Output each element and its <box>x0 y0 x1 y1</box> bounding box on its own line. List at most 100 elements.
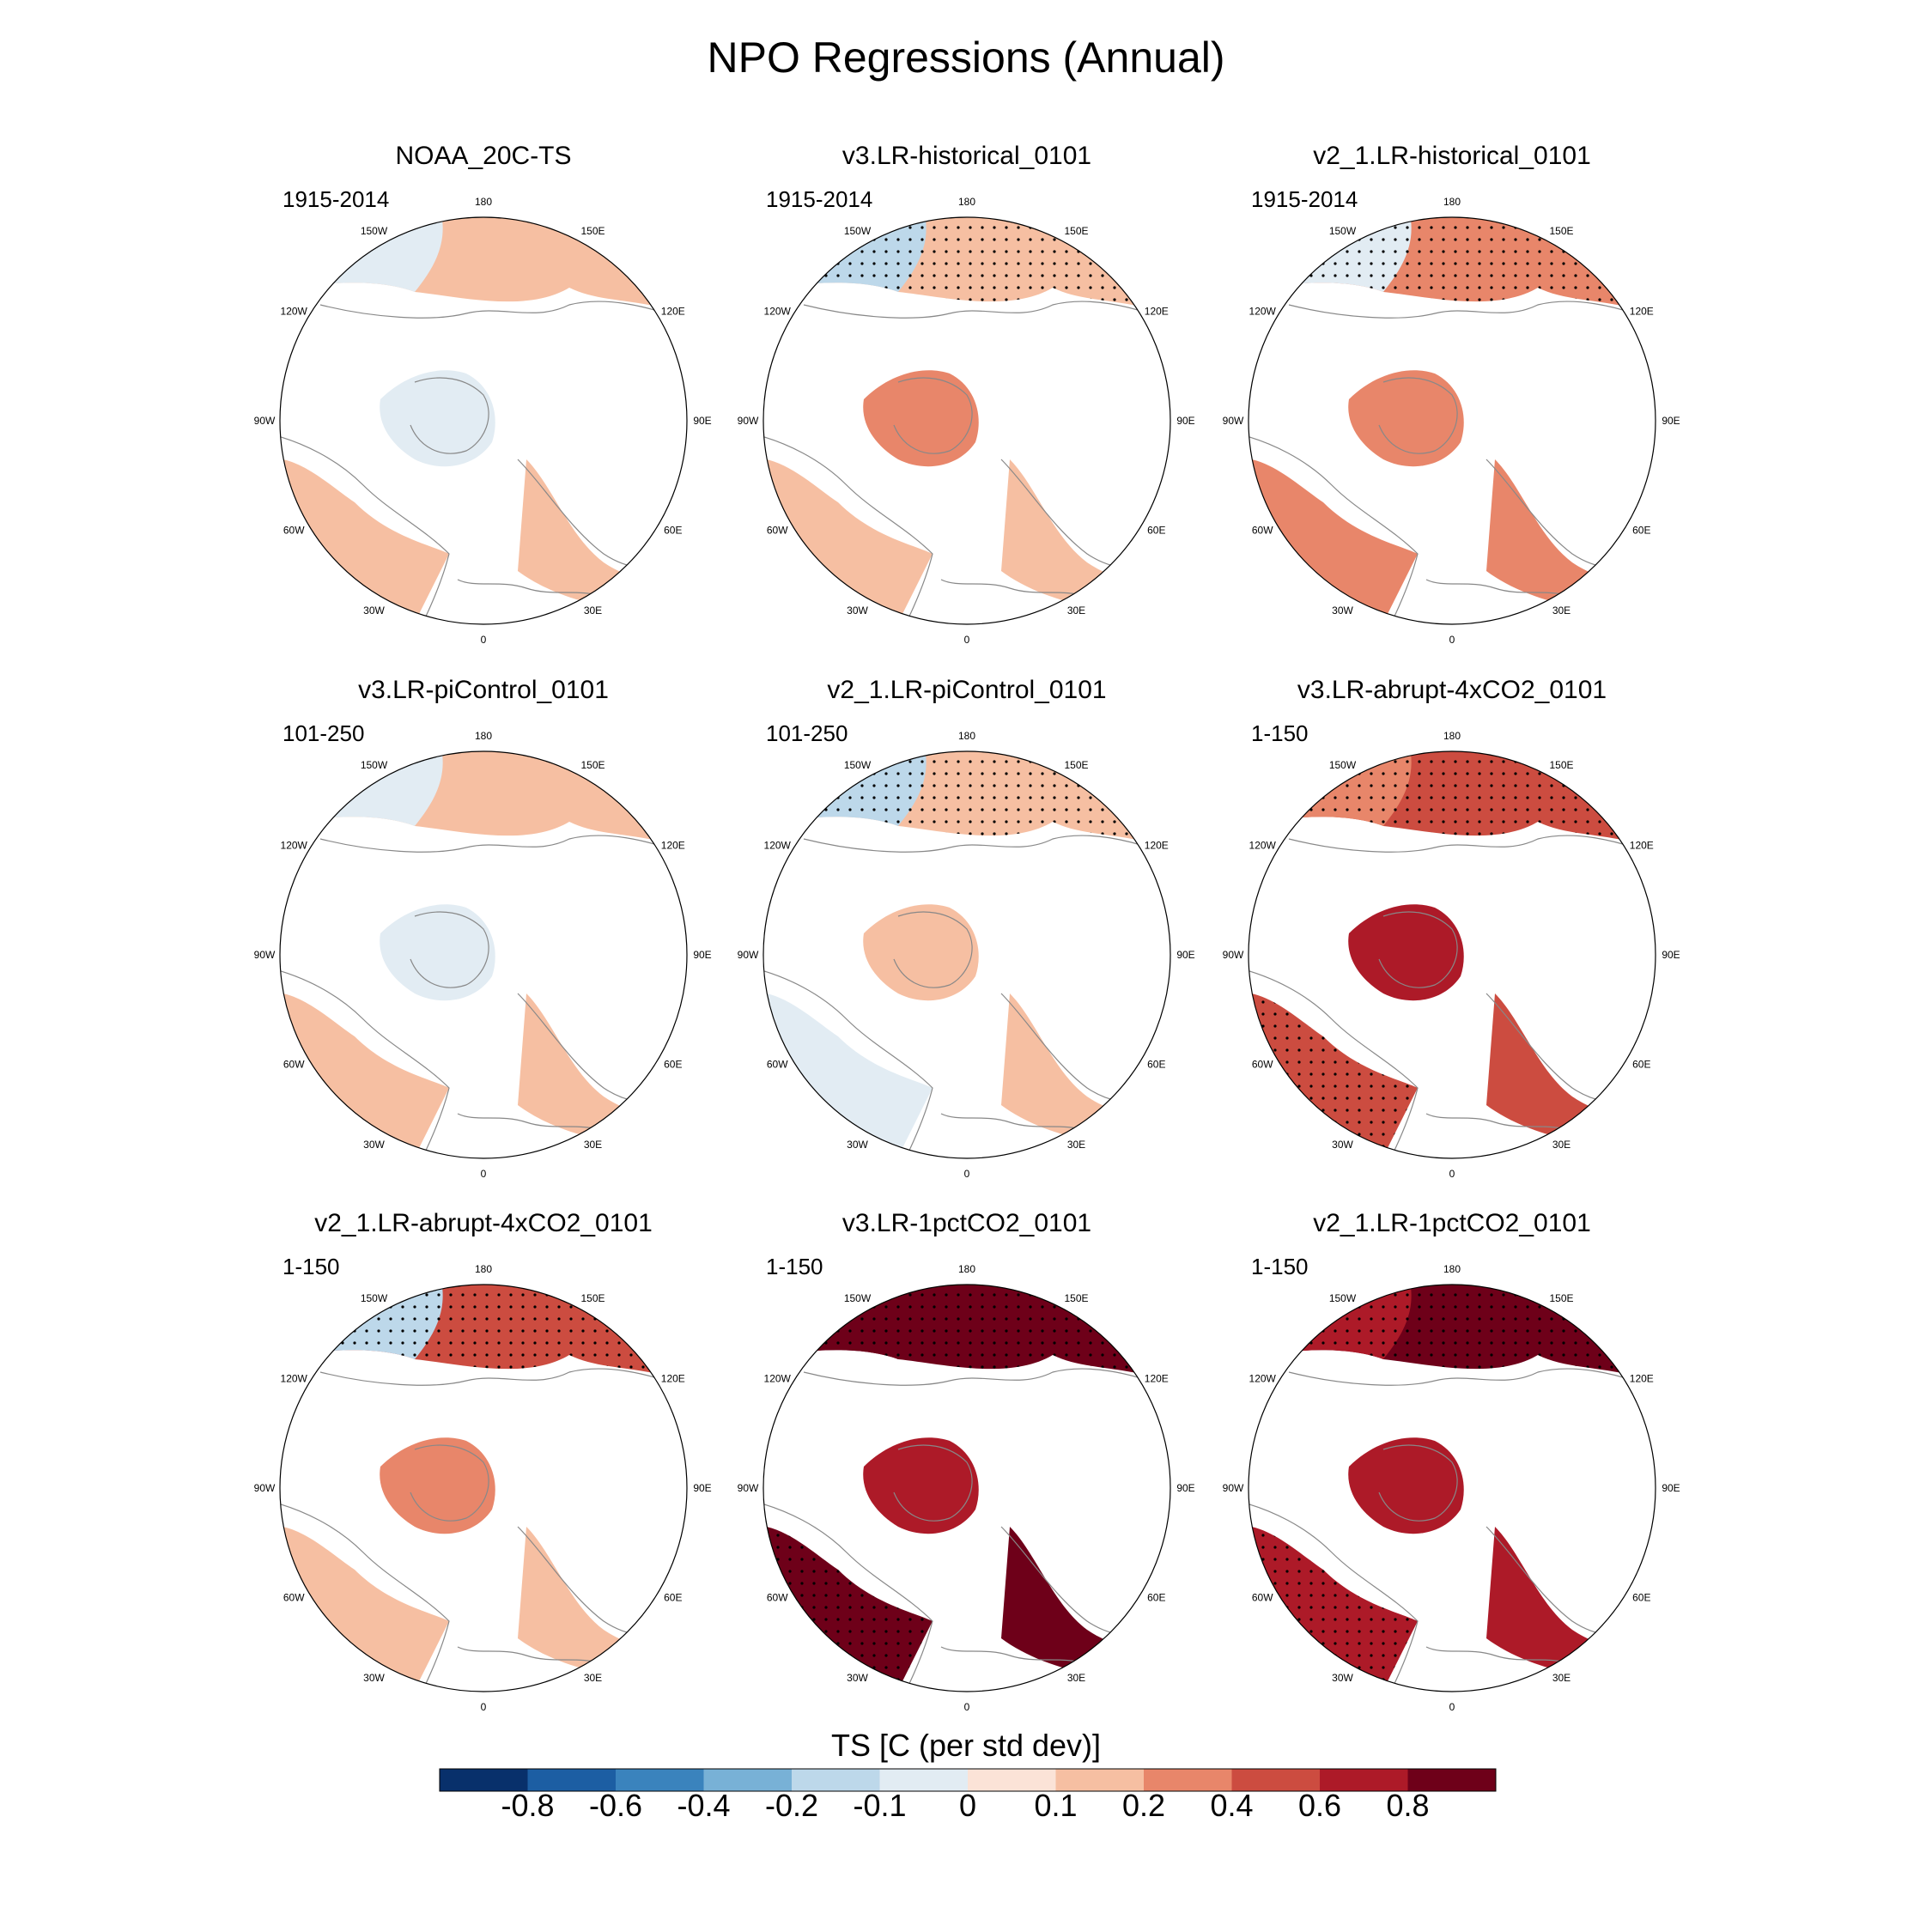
panel-period: 101-250 <box>766 720 848 746</box>
longitude-label: 120W <box>1249 1373 1277 1385</box>
map-outline <box>279 1284 688 1692</box>
longitude-label: 60W <box>1252 1059 1273 1071</box>
arctic-field <box>863 1437 979 1534</box>
longitude-label: 30E <box>1552 605 1571 617</box>
coastline <box>940 1113 1088 1132</box>
coastline <box>1288 835 1656 857</box>
coastline <box>803 301 1170 323</box>
map-panel: v2_1.LR-1pctCO2_0101 180 150E 120E 90E 60E 30E… <box>1212 1209 1692 1741</box>
longitude-label: 60W <box>283 1059 305 1071</box>
coastline <box>763 967 933 1158</box>
coastline <box>893 377 973 454</box>
coastline <box>940 1646 1088 1665</box>
coastline <box>1288 301 1656 323</box>
arctic-field <box>380 904 495 1001</box>
colorbar-tick-label: 0.2 <box>1121 1788 1166 1823</box>
longitude-label: 0 <box>964 1168 970 1180</box>
longitude-label: 60E <box>1147 525 1165 537</box>
colorbar-tick-label: -0.2 <box>764 1788 819 1823</box>
coastline <box>1249 433 1419 624</box>
longitude-label: 0 <box>481 1168 487 1180</box>
map-panel: v3.LR-historical_0101 180 150E 120E 90E 60E 30… <box>726 142 1207 674</box>
arctic-field <box>1348 1437 1464 1534</box>
panel-period: 1-150 <box>283 1254 340 1279</box>
longitude-label: 150E <box>1064 1292 1088 1304</box>
coastline <box>1378 377 1458 454</box>
longitude-label: 60E <box>1632 1592 1650 1604</box>
longitude-label: 0 <box>1449 634 1455 646</box>
longitude-label: 180 <box>958 730 975 742</box>
longitude-label: 120W <box>764 1373 792 1385</box>
eurasia-field <box>1001 459 1139 608</box>
coastline <box>280 967 450 1158</box>
coastline <box>1425 1646 1573 1665</box>
polar-map: 180 150E 120E 90E 60E 30E 0 30W 60W 90W 120W 150W <box>738 730 1195 1180</box>
longitude-label: 90W <box>1223 415 1244 427</box>
longitude-label: 60W <box>767 525 788 537</box>
coastline <box>457 579 605 598</box>
longitude-label: 0 <box>481 1701 487 1713</box>
coastline <box>803 835 1170 857</box>
longitude-label: 0 <box>964 1701 970 1713</box>
longitude-label: 150W <box>844 759 872 771</box>
panel-title: v3.LR-piControl_0101 <box>358 676 609 704</box>
longitude-label: 60W <box>767 1592 788 1604</box>
map-outline <box>762 216 1171 625</box>
eurasia-field <box>518 459 655 608</box>
figure-title: NPO Regressions (Annual) <box>707 33 1225 82</box>
longitude-label: 60E <box>664 1592 682 1604</box>
coastline <box>1288 1368 1656 1390</box>
coastline <box>319 835 687 857</box>
longitude-label: 30E <box>584 1672 602 1684</box>
longitude-label: 150W <box>844 1292 872 1304</box>
longitude-label: 120E <box>661 840 685 852</box>
longitude-label: 120W <box>1249 840 1277 852</box>
longitude-label: 60W <box>767 1059 788 1071</box>
longitude-label: 60W <box>1252 1592 1273 1604</box>
longitude-label: 90W <box>738 949 759 961</box>
polar-map: 180 150E 120E 90E 60E 30E 0 30W 60W 90W 120W 150W <box>254 730 712 1180</box>
coastline <box>1425 579 1573 598</box>
longitude-label: 30W <box>847 1139 868 1151</box>
longitude-label: 90E <box>1662 1482 1680 1494</box>
longitude-label: 30W <box>1332 1672 1353 1684</box>
map-panel: v2_1.LR-abrupt-4xCO2_0101 180 150E 120E 90E 6… <box>243 1209 724 1741</box>
colorbar-tick-label: -0.4 <box>677 1788 731 1823</box>
eurasia-field <box>518 993 655 1142</box>
panel-period: 101-250 <box>283 720 365 746</box>
colorbar-tick-label: -0.1 <box>853 1788 907 1823</box>
longitude-label: 30E <box>1552 1139 1571 1151</box>
coastline <box>763 1500 933 1692</box>
map-panel: v3.LR-piControl_0101 180 150E 120E 90E 60E 30E… <box>243 676 724 1208</box>
eurasia-field <box>518 1527 655 1675</box>
coastline <box>1249 967 1419 1158</box>
longitude-label: 120W <box>764 840 792 852</box>
panel-period: 1-150 <box>766 1254 823 1279</box>
longitude-label: 150W <box>361 1292 388 1304</box>
longitude-label: 0 <box>1449 1168 1455 1180</box>
coastline <box>940 579 1088 598</box>
longitude-label: 90W <box>738 415 759 427</box>
eurasia-field <box>1001 1527 1139 1675</box>
longitude-label: 30E <box>1552 1672 1571 1684</box>
coastline <box>893 1444 973 1522</box>
colorbar-tick-label: 0.1 <box>1034 1788 1078 1823</box>
longitude-label: 90E <box>1662 415 1680 427</box>
longitude-label: 150W <box>1329 1292 1357 1304</box>
longitude-label: 30E <box>584 605 602 617</box>
longitude-label: 0 <box>964 634 970 646</box>
longitude-label: 60W <box>283 525 305 537</box>
longitude-label: 120W <box>281 306 308 318</box>
eurasia-field <box>1001 993 1139 1142</box>
coastline <box>319 1368 687 1390</box>
longitude-label: 90W <box>1223 1482 1244 1494</box>
longitude-label: 60E <box>1147 1059 1165 1071</box>
map-outline <box>1248 1284 1656 1692</box>
map-panel: NOAA_20C-TS 180 150E 120E 90E 60E 30E 0 30W 60W 90… <box>243 142 724 674</box>
map-outline <box>762 1284 1171 1692</box>
coastline <box>1378 1444 1458 1522</box>
longitude-label: 150E <box>1064 225 1088 237</box>
longitude-label: 180 <box>1443 730 1461 742</box>
longitude-label: 150E <box>1549 1292 1573 1304</box>
longitude-label: 30E <box>1067 605 1085 617</box>
